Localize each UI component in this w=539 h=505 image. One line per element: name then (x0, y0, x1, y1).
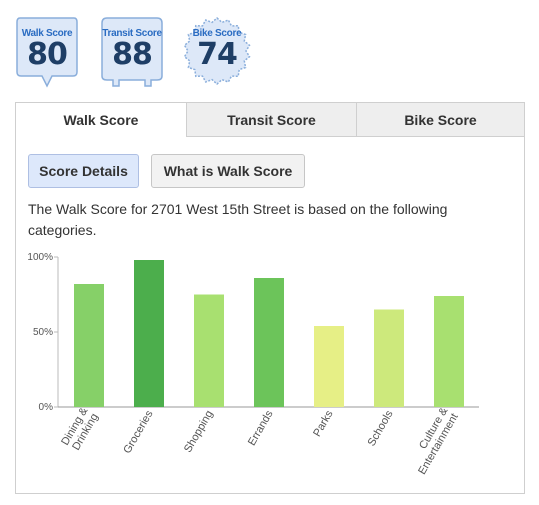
x-tick-label: Shopping (182, 409, 216, 455)
gear-outline (183, 17, 251, 85)
y-tick-label: 0% (39, 402, 54, 413)
x-tick-label: Dining &Drinking (59, 405, 101, 454)
gear-icon (183, 17, 251, 85)
transit-score-label: Transit Score (102, 28, 162, 39)
bar-6 (434, 296, 464, 407)
x-tick-label: Errands (246, 408, 276, 448)
transit-score-value: 88 (112, 37, 153, 72)
walk-score-value: 80 (27, 37, 68, 72)
bike-score-badge[interactable]: Bike Score 74 (182, 14, 251, 88)
score-description: The Walk Score for 2701 West 15th Street… (28, 201, 448, 238)
score-details-button[interactable]: Score Details (28, 154, 139, 188)
x-tick-label-line: Shopping (182, 409, 216, 455)
x-tick-label-line: Errands (246, 408, 276, 448)
x-tick-label: Culture &Entertainment (406, 405, 461, 477)
x-tick-label-line: Schools (366, 408, 396, 448)
tab-walk-score[interactable]: Walk Score (16, 103, 186, 137)
tab-transit-score[interactable]: Transit Score (186, 103, 356, 137)
bike-score-label: Bike Score (192, 28, 242, 39)
y-tick-label: 50% (33, 327, 53, 338)
bar-5 (374, 309, 404, 407)
category-bar-chart: 0% 50% 100% Dining &Drinking Groceries Shoppi… (27, 252, 479, 477)
bar-3 (254, 278, 284, 407)
x-tick-label: Schools (366, 408, 396, 448)
x-tick-label-line: Parks (311, 408, 336, 439)
walk-score-badge[interactable]: Walk Score 80 (14, 14, 80, 88)
category-chart: 0% 50% 100% Dining &Drinking Groceries Shoppi… (16, 251, 526, 495)
bike-score-value: 74 (197, 37, 238, 72)
what-is-walk-score-button[interactable]: What is Walk Score (151, 154, 305, 188)
score-badges: Walk Score 80 Transit Score 88 Bike Scor… (14, 14, 274, 90)
score-panel: Walk Score Transit Score Bike Score Scor… (15, 102, 525, 494)
x-tick-label-line: Groceries (121, 408, 155, 456)
bar-2 (194, 294, 224, 407)
score-tabs: Walk Score Transit Score Bike Score (16, 103, 524, 137)
bar-4 (314, 326, 344, 407)
transit-score-badge[interactable]: Transit Score 88 (99, 14, 165, 88)
bar-0 (74, 284, 104, 407)
x-tick-label: Parks (311, 408, 336, 439)
bar-1 (134, 260, 164, 407)
walk-score-label: Walk Score (21, 28, 73, 39)
tab-bike-score[interactable]: Bike Score (356, 103, 524, 137)
y-tick-label: 100% (27, 252, 53, 263)
x-tick-label: Groceries (121, 408, 155, 456)
